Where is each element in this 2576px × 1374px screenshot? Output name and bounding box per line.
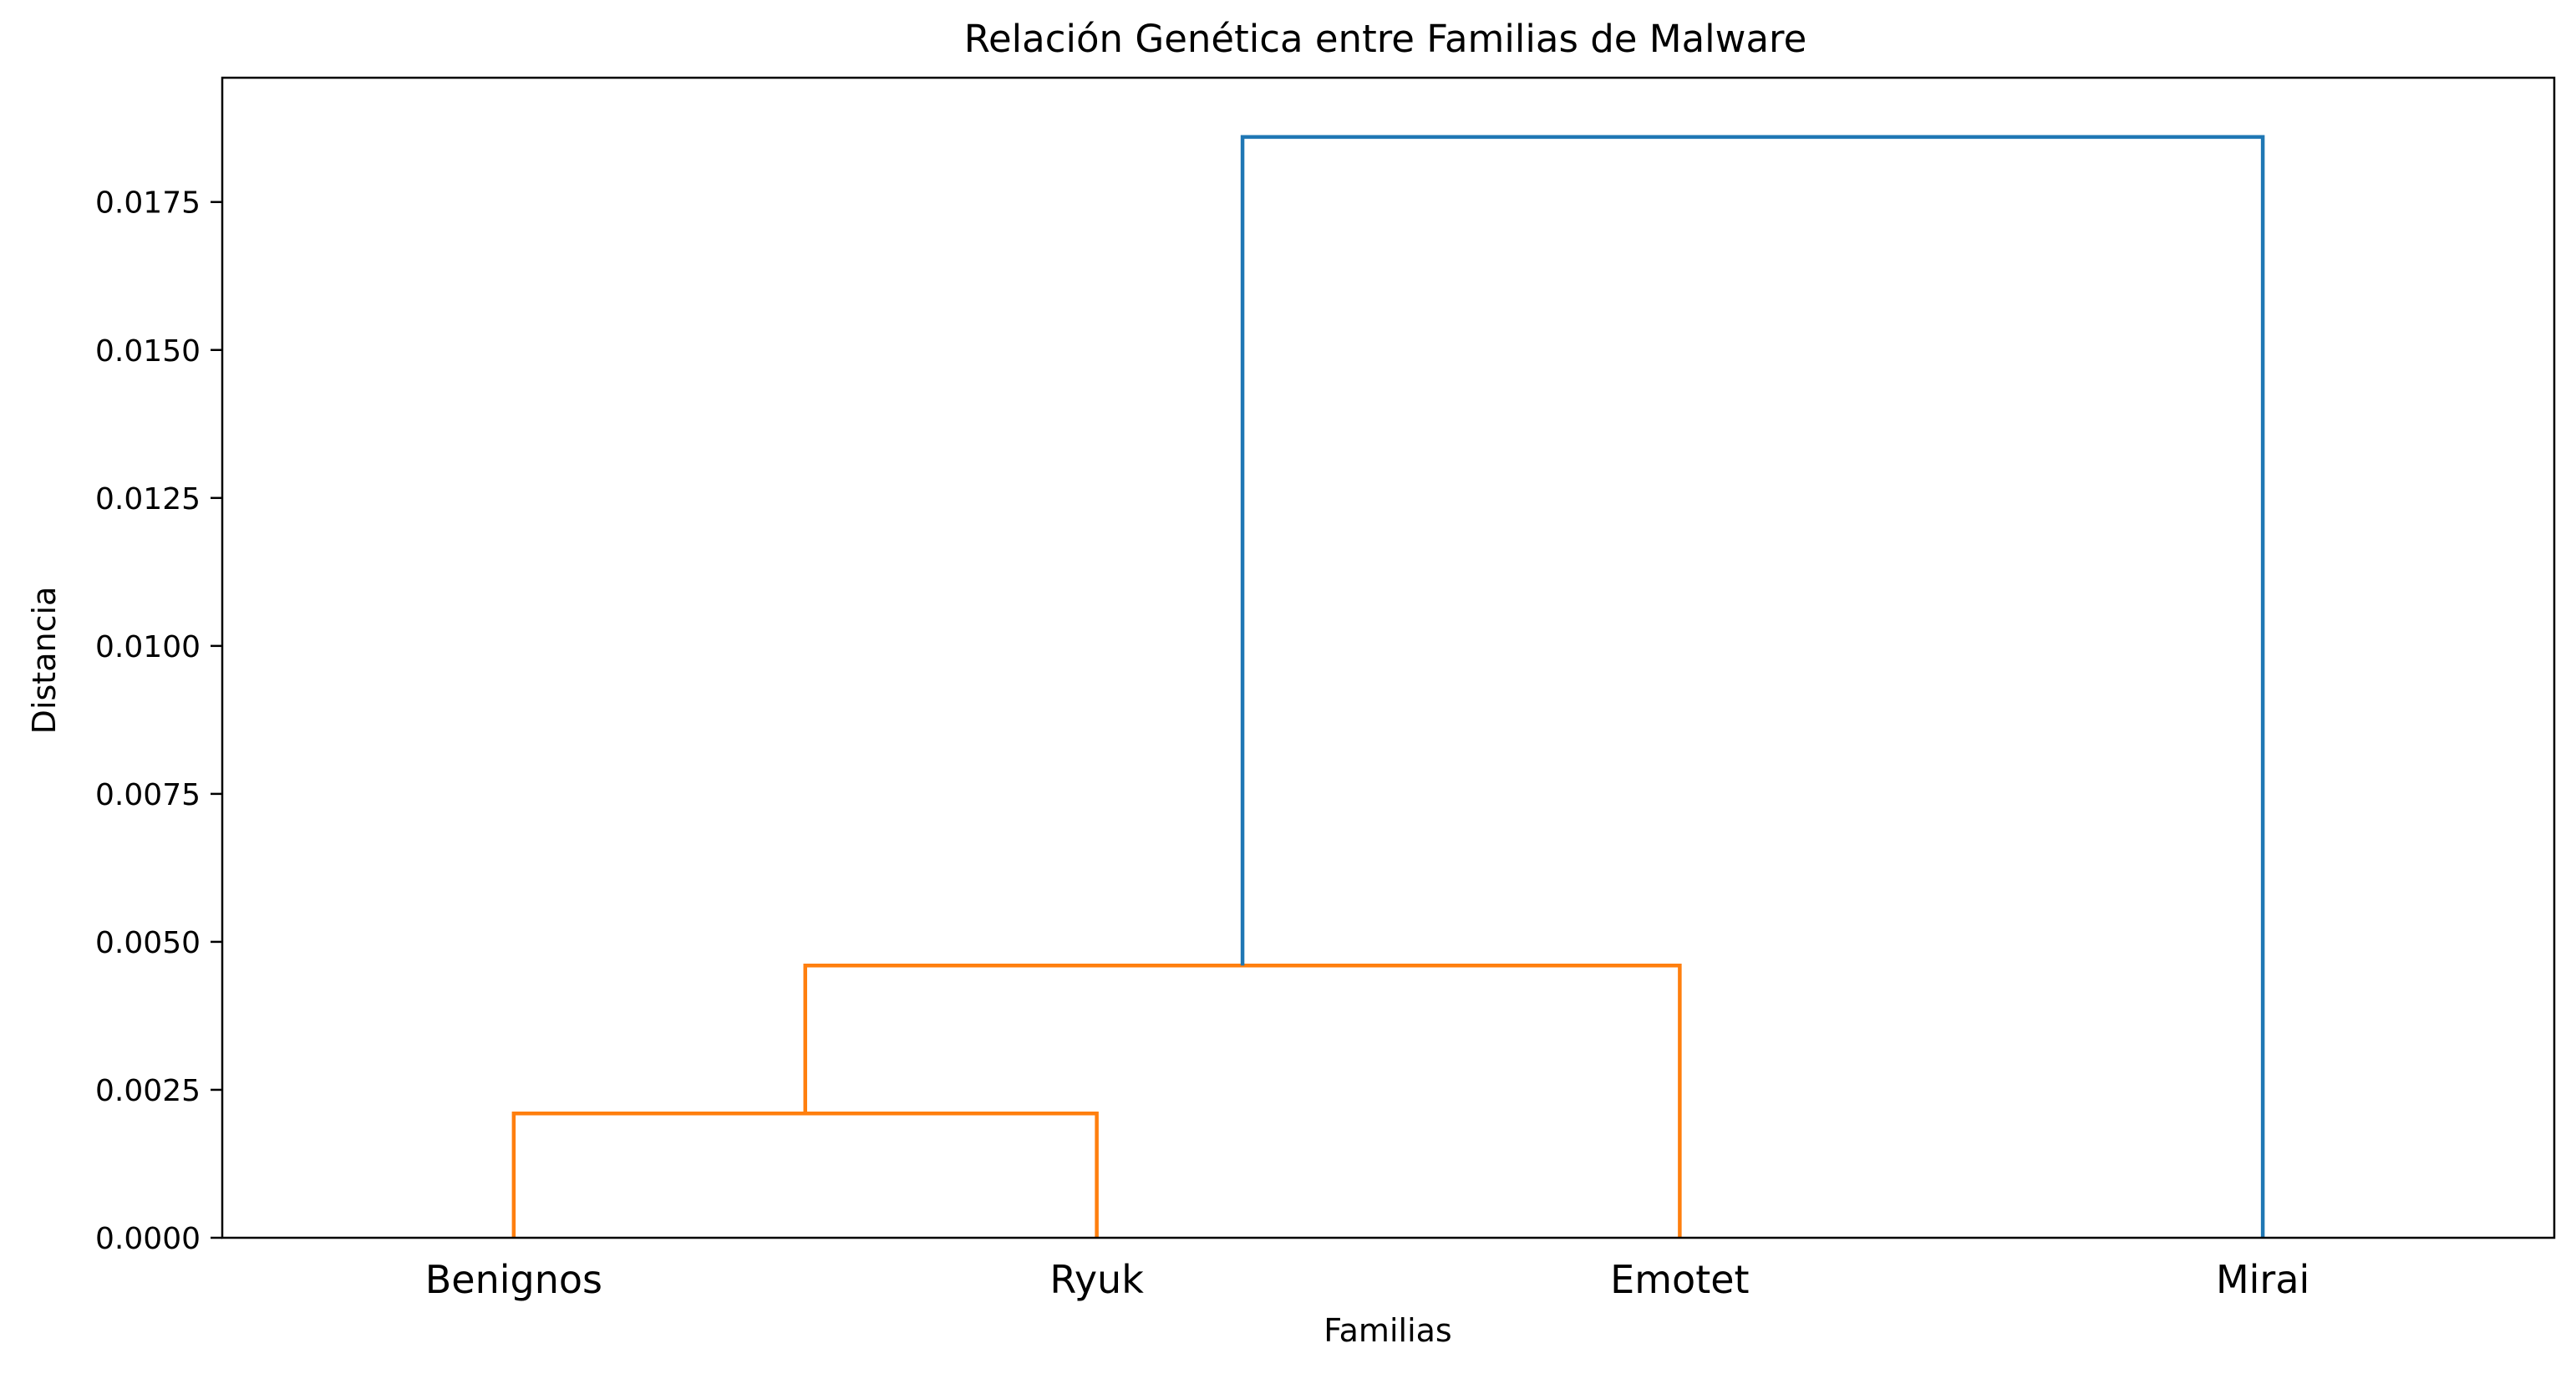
- y-axis: 0.0000 0.0025 0.0050 0.0075 0.0100 0.0125 0.01…: [95, 186, 222, 1256]
- dendrogram-link-2: [803, 963, 1682, 1238]
- x-tick-label: Emotet: [1610, 1257, 1749, 1302]
- x-tick-label: Ryuk: [1049, 1257, 1144, 1302]
- y-tick-label: 0.0100: [95, 630, 201, 664]
- y-tick-label: 0.0150: [95, 334, 201, 369]
- dendrogram-link-3: [1240, 135, 2265, 1238]
- dendrogram-link-1: [511, 1112, 1099, 1238]
- y-tick-label: 0.0000: [95, 1222, 201, 1256]
- y-tick-label: 0.0125: [95, 482, 201, 517]
- y-axis-label: Distancia: [26, 587, 63, 735]
- y-tick-label: 0.0050: [95, 926, 201, 960]
- y-tick-label: 0.0025: [95, 1074, 201, 1108]
- x-tick-label: Mirai: [2216, 1257, 2309, 1302]
- x-axis: Benignos Ryuk Emotet Mirai: [425, 1257, 2310, 1302]
- chart-title: Relación Genética entre Familias de Malw…: [964, 17, 1807, 61]
- plot-frame: [221, 76, 2556, 1239]
- y-tick-label: 0.0075: [95, 778, 201, 812]
- dendrogram-links: [511, 135, 2265, 1238]
- x-axis-label: Familias: [1324, 1312, 1451, 1349]
- x-tick-label: Benignos: [425, 1257, 602, 1302]
- y-tick-label: 0.0175: [95, 186, 201, 221]
